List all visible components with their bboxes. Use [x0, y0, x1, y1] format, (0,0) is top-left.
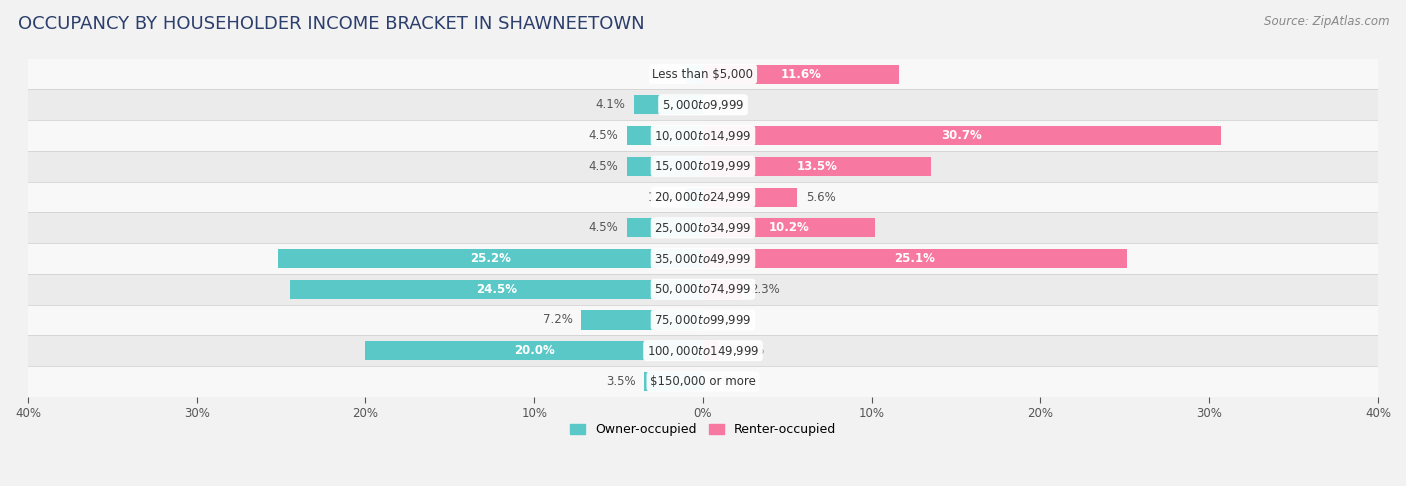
Text: 4.5%: 4.5%: [589, 221, 619, 234]
Text: 1.0%: 1.0%: [648, 68, 678, 81]
Bar: [290, 280, 703, 299]
Bar: [703, 188, 797, 207]
Text: 24.5%: 24.5%: [475, 283, 517, 296]
Text: Source: ZipAtlas.com: Source: ZipAtlas.com: [1264, 15, 1389, 28]
Bar: [582, 311, 703, 330]
Bar: [703, 280, 742, 299]
Text: 4.5%: 4.5%: [589, 129, 619, 142]
Bar: [278, 249, 703, 268]
Bar: [627, 218, 703, 237]
Bar: [703, 218, 875, 237]
Bar: [366, 341, 703, 360]
Bar: [28, 305, 1378, 335]
Bar: [28, 151, 1378, 182]
Bar: [644, 372, 703, 391]
Text: $20,000 to $24,999: $20,000 to $24,999: [654, 190, 752, 204]
Text: 25.2%: 25.2%: [470, 252, 510, 265]
Text: $10,000 to $14,999: $10,000 to $14,999: [654, 129, 752, 142]
Bar: [28, 335, 1378, 366]
Bar: [28, 89, 1378, 120]
Bar: [634, 95, 703, 114]
Text: 11.6%: 11.6%: [780, 68, 821, 81]
Text: 30.7%: 30.7%: [942, 129, 983, 142]
Text: 3.5%: 3.5%: [606, 375, 636, 388]
Bar: [28, 120, 1378, 151]
Text: 7.2%: 7.2%: [543, 313, 574, 327]
Bar: [28, 182, 1378, 212]
Text: Less than $5,000: Less than $5,000: [652, 68, 754, 81]
Bar: [703, 341, 718, 360]
Text: 13.5%: 13.5%: [796, 160, 838, 173]
Bar: [703, 249, 1126, 268]
Text: 4.5%: 4.5%: [589, 160, 619, 173]
Bar: [28, 212, 1378, 243]
Text: 0.93%: 0.93%: [727, 344, 765, 357]
Text: 1.0%: 1.0%: [648, 191, 678, 204]
Text: 0.0%: 0.0%: [711, 375, 741, 388]
Text: 0.0%: 0.0%: [711, 313, 741, 327]
Bar: [28, 243, 1378, 274]
Text: 25.1%: 25.1%: [894, 252, 935, 265]
Bar: [703, 65, 898, 84]
Bar: [627, 126, 703, 145]
Text: 20.0%: 20.0%: [513, 344, 554, 357]
Text: $100,000 to $149,999: $100,000 to $149,999: [647, 344, 759, 358]
Bar: [686, 65, 703, 84]
Text: 0.0%: 0.0%: [711, 98, 741, 111]
Text: $5,000 to $9,999: $5,000 to $9,999: [662, 98, 744, 112]
Text: $75,000 to $99,999: $75,000 to $99,999: [654, 313, 752, 327]
Text: 4.1%: 4.1%: [596, 98, 626, 111]
Text: 2.3%: 2.3%: [751, 283, 780, 296]
Bar: [28, 274, 1378, 305]
Text: $25,000 to $34,999: $25,000 to $34,999: [654, 221, 752, 235]
Text: $15,000 to $19,999: $15,000 to $19,999: [654, 159, 752, 174]
Text: $150,000 or more: $150,000 or more: [650, 375, 756, 388]
Text: $50,000 to $74,999: $50,000 to $74,999: [654, 282, 752, 296]
Text: $35,000 to $49,999: $35,000 to $49,999: [654, 252, 752, 265]
Bar: [627, 157, 703, 176]
Bar: [28, 366, 1378, 397]
Text: OCCUPANCY BY HOUSEHOLDER INCOME BRACKET IN SHAWNEETOWN: OCCUPANCY BY HOUSEHOLDER INCOME BRACKET …: [18, 15, 645, 33]
Text: 10.2%: 10.2%: [769, 221, 810, 234]
Text: 5.6%: 5.6%: [806, 191, 835, 204]
Bar: [686, 188, 703, 207]
Bar: [703, 126, 1220, 145]
Bar: [28, 59, 1378, 89]
Legend: Owner-occupied, Renter-occupied: Owner-occupied, Renter-occupied: [565, 418, 841, 441]
Bar: [703, 157, 931, 176]
